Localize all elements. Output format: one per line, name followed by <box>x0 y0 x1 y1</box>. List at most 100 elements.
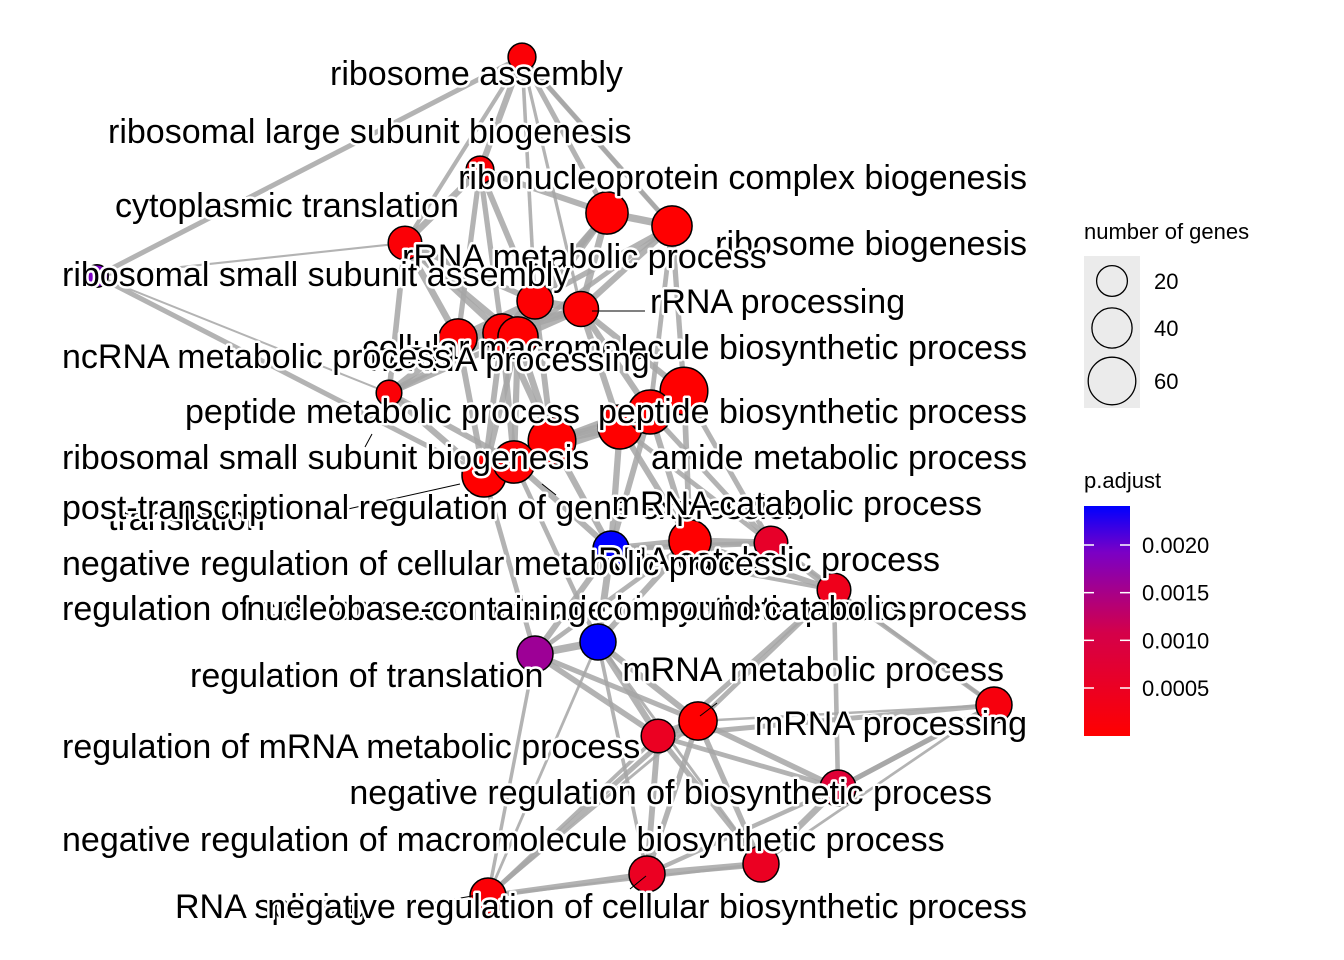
node-negative-regulation-of-cellular-metabolic-process[interactable] <box>668 519 712 563</box>
node-ribosome-biogenesis[interactable] <box>651 205 693 247</box>
size-legend-label: 60 <box>1154 369 1178 394</box>
similarity-edge <box>618 425 773 545</box>
similarity-edge <box>681 390 693 542</box>
node-negative-regulation-of-macromolecule-biosynthetic-process[interactable] <box>742 845 780 883</box>
node-rrna-processing[interactable] <box>562 290 600 328</box>
node-label-amide-metabolic-process: amide metabolic process <box>651 439 1027 477</box>
similarity-edge <box>481 332 505 476</box>
node-label-mrna-metabolic-process: mRNA metabolic process <box>622 651 1004 689</box>
node-ribonucleoprotein-complex-biogenesis[interactable] <box>585 191 629 235</box>
node-amide-metabolic-process[interactable] <box>527 416 577 466</box>
size-legend-symbol <box>1095 264 1129 298</box>
node-post-transcriptional-regulation-of-gene-expression[interactable] <box>492 440 536 484</box>
similarity-edge <box>477 169 505 334</box>
node-label-ribosome-assembly: ribosome assembly <box>330 55 623 93</box>
node-label-ribonucleoprotein-complex-biogenesis: ribonucleoprotein complex biogenesis <box>458 159 1027 197</box>
node-regulation-of-cellular-macromolecule-biosynthetic-process[interactable] <box>516 635 554 673</box>
similarity-edge <box>836 702 996 791</box>
node-label-regulation-of-mrna-metabolic-process: regulation of mRNA metabolic process <box>62 728 640 766</box>
similarity-edge <box>96 275 390 394</box>
node-cytoplasmic-translation[interactable] <box>387 225 423 261</box>
node-cellular-macromolecule-biosynthetic-process[interactable] <box>438 318 478 358</box>
node-negative-regulation-of-biosynthetic-process[interactable] <box>819 769 857 807</box>
label-leader-line <box>364 433 373 448</box>
color-legend-tick-label: 0.0005 <box>1142 676 1209 701</box>
node-ribosome-assembly[interactable] <box>507 42 537 72</box>
node-ribosomal-small-subunit-biogenesis[interactable] <box>375 379 403 407</box>
color-legend-tick-label: 0.0015 <box>1142 581 1209 606</box>
node-label-ribosomal-small-subunit-biogenesis: ribosomal small subunit biogenesis <box>62 439 589 477</box>
similarity-edge <box>695 719 764 866</box>
similarity-edge <box>96 241 406 278</box>
label-leader-line <box>347 483 461 510</box>
node-regulation-of-mrna-metabolic-process[interactable] <box>816 572 852 608</box>
similarity-edge <box>689 538 835 593</box>
size-legend-symbol <box>1087 356 1137 406</box>
color-legend-title: p.adjust <box>1084 468 1161 493</box>
color-legend-bar <box>1084 506 1130 736</box>
node-layer <box>85 42 1013 915</box>
similarity-edge <box>669 225 687 392</box>
node-label-cytoplasmic-translation: cytoplasmic translation <box>115 187 459 225</box>
node-nucleobase-containing-compound-catabolic-process[interactable] <box>579 623 617 661</box>
similarity-edge <box>596 641 649 875</box>
similarity-edge <box>487 871 648 899</box>
similarity-edge <box>533 223 674 304</box>
node-label-ribosomal-small-subunit-assembly: ribosomal small subunit assembly <box>62 256 570 294</box>
label-leader-line <box>699 702 718 717</box>
node-mrna-metabolic-process[interactable] <box>678 701 718 741</box>
node-ribosomal-small-subunit-assembly[interactable] <box>85 264 109 288</box>
node-label-ribosome-biogenesis: ribosome biogenesis <box>715 225 1027 263</box>
size-legend-title: number of genes <box>1084 219 1249 244</box>
node-ncrna-metabolic-process[interactable] <box>497 316 539 358</box>
color-legend-tick-label: 0.0020 <box>1142 533 1209 558</box>
node-label-regulation-of-cellular-macromolecule-biosynthetic-process: regulation of cellular macromolecule bio… <box>62 590 924 628</box>
node-label-cellular-macromolecule-biosynthetic-process: cellular macromolecule biosynthetic proc… <box>362 329 1027 367</box>
similarity-edge <box>644 720 701 875</box>
similarity-edge <box>455 169 483 339</box>
node-label-translation: translation <box>108 500 265 538</box>
node-peptide-biosynthetic-process[interactable] <box>627 389 673 435</box>
label-leader-line <box>629 875 647 890</box>
node-ribosomal-large-subunit-biogenesis[interactable] <box>465 155 495 185</box>
edge-layer <box>95 54 996 899</box>
similarity-edge <box>479 167 608 216</box>
similarity-edge <box>519 55 610 215</box>
node-label-ncrna-processing: ncRNA processing <box>370 341 650 379</box>
node-label-regulation-of-translation: regulation of translation <box>190 657 543 695</box>
node-label-mrna-processing: mRNA processing <box>755 705 1027 743</box>
node-amide-biosynthetic-process[interactable] <box>659 366 709 416</box>
node-mrna-processing[interactable] <box>975 686 1013 724</box>
similarity-edge <box>511 461 601 643</box>
similarity-edge <box>403 55 524 245</box>
similarity-edge <box>595 538 693 645</box>
node-label-negative-regulation-of-macromolecule-biosynthetic-process: negative regulation of macromolecule bio… <box>62 821 945 859</box>
node-regulation-of-translation[interactable] <box>640 718 676 754</box>
label-leader-line <box>419 894 479 906</box>
color-legend-tick-label: 0.0010 <box>1142 628 1209 653</box>
node-negative-regulation-of-cellular-biosynthetic-process[interactable] <box>628 855 666 893</box>
similarity-edge <box>520 56 537 302</box>
color-legend: p.adjust 0.0020 0.0015 0.0010 0.0005 <box>1084 468 1209 736</box>
node-label-negative-regulation-of-cellular-biosynthetic-process: negative regulation of cellular biosynth… <box>267 888 1027 926</box>
similarity-edge <box>831 589 841 789</box>
similarity-edge <box>455 337 487 476</box>
label-leader-layer <box>347 310 718 906</box>
label-layer: ribosome assembly ribosomal large subunit… <box>60 53 1030 929</box>
similarity-edge <box>520 55 674 228</box>
similarity-edge <box>770 541 995 707</box>
similarity-edge <box>608 411 653 550</box>
node-label-rna-catabolic-process: RNA catabolic process <box>598 541 940 579</box>
node-label-ribosomal-large-subunit-biogenesis: ribosomal large subunit biogenesis <box>108 113 632 151</box>
node-label-rrna-metabolic-process: rRNA metabolic process <box>402 238 767 276</box>
similarity-edge <box>486 641 600 897</box>
node-label-negative-regulation-of-biosynthetic-process: negative regulation of biosynthetic proc… <box>349 774 992 812</box>
node-rrna-metabolic-process[interactable] <box>516 282 554 320</box>
similarity-edge <box>386 242 408 394</box>
similarity-edge <box>534 651 699 724</box>
similarity-edge <box>486 653 537 897</box>
node-rna-catabolic-process[interactable] <box>592 530 630 568</box>
node-label-nucleobase-containing-compound-catabolic-process: nucleobase-containing compound catabolic… <box>246 590 1027 628</box>
node-mrna-catabolic-process[interactable] <box>753 525 789 561</box>
